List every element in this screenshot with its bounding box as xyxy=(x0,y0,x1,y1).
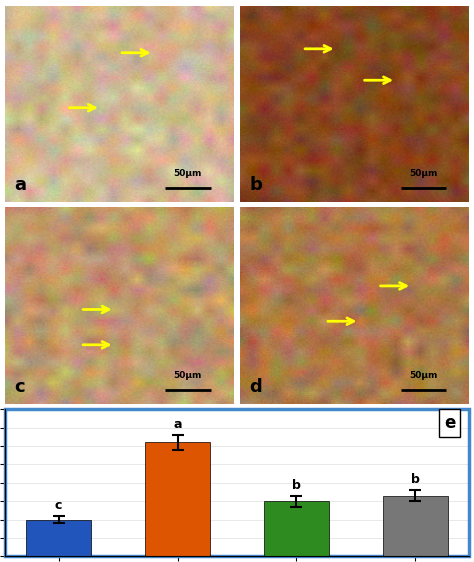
Text: c: c xyxy=(14,378,25,396)
Text: 50μm: 50μm xyxy=(410,169,438,178)
Text: b: b xyxy=(292,479,301,492)
Text: 50μm: 50μm xyxy=(173,169,202,178)
Text: a: a xyxy=(14,176,26,194)
Text: a: a xyxy=(173,418,182,431)
Text: e: e xyxy=(444,414,456,432)
Bar xyxy=(145,442,210,556)
Text: 50μm: 50μm xyxy=(173,371,202,380)
Text: d: d xyxy=(250,378,262,396)
Text: c: c xyxy=(55,499,62,512)
Bar xyxy=(264,501,329,556)
Text: b: b xyxy=(411,473,420,487)
Text: 50μm: 50μm xyxy=(410,371,438,380)
Bar xyxy=(383,496,448,556)
Bar xyxy=(26,519,91,556)
Text: b: b xyxy=(250,176,263,194)
